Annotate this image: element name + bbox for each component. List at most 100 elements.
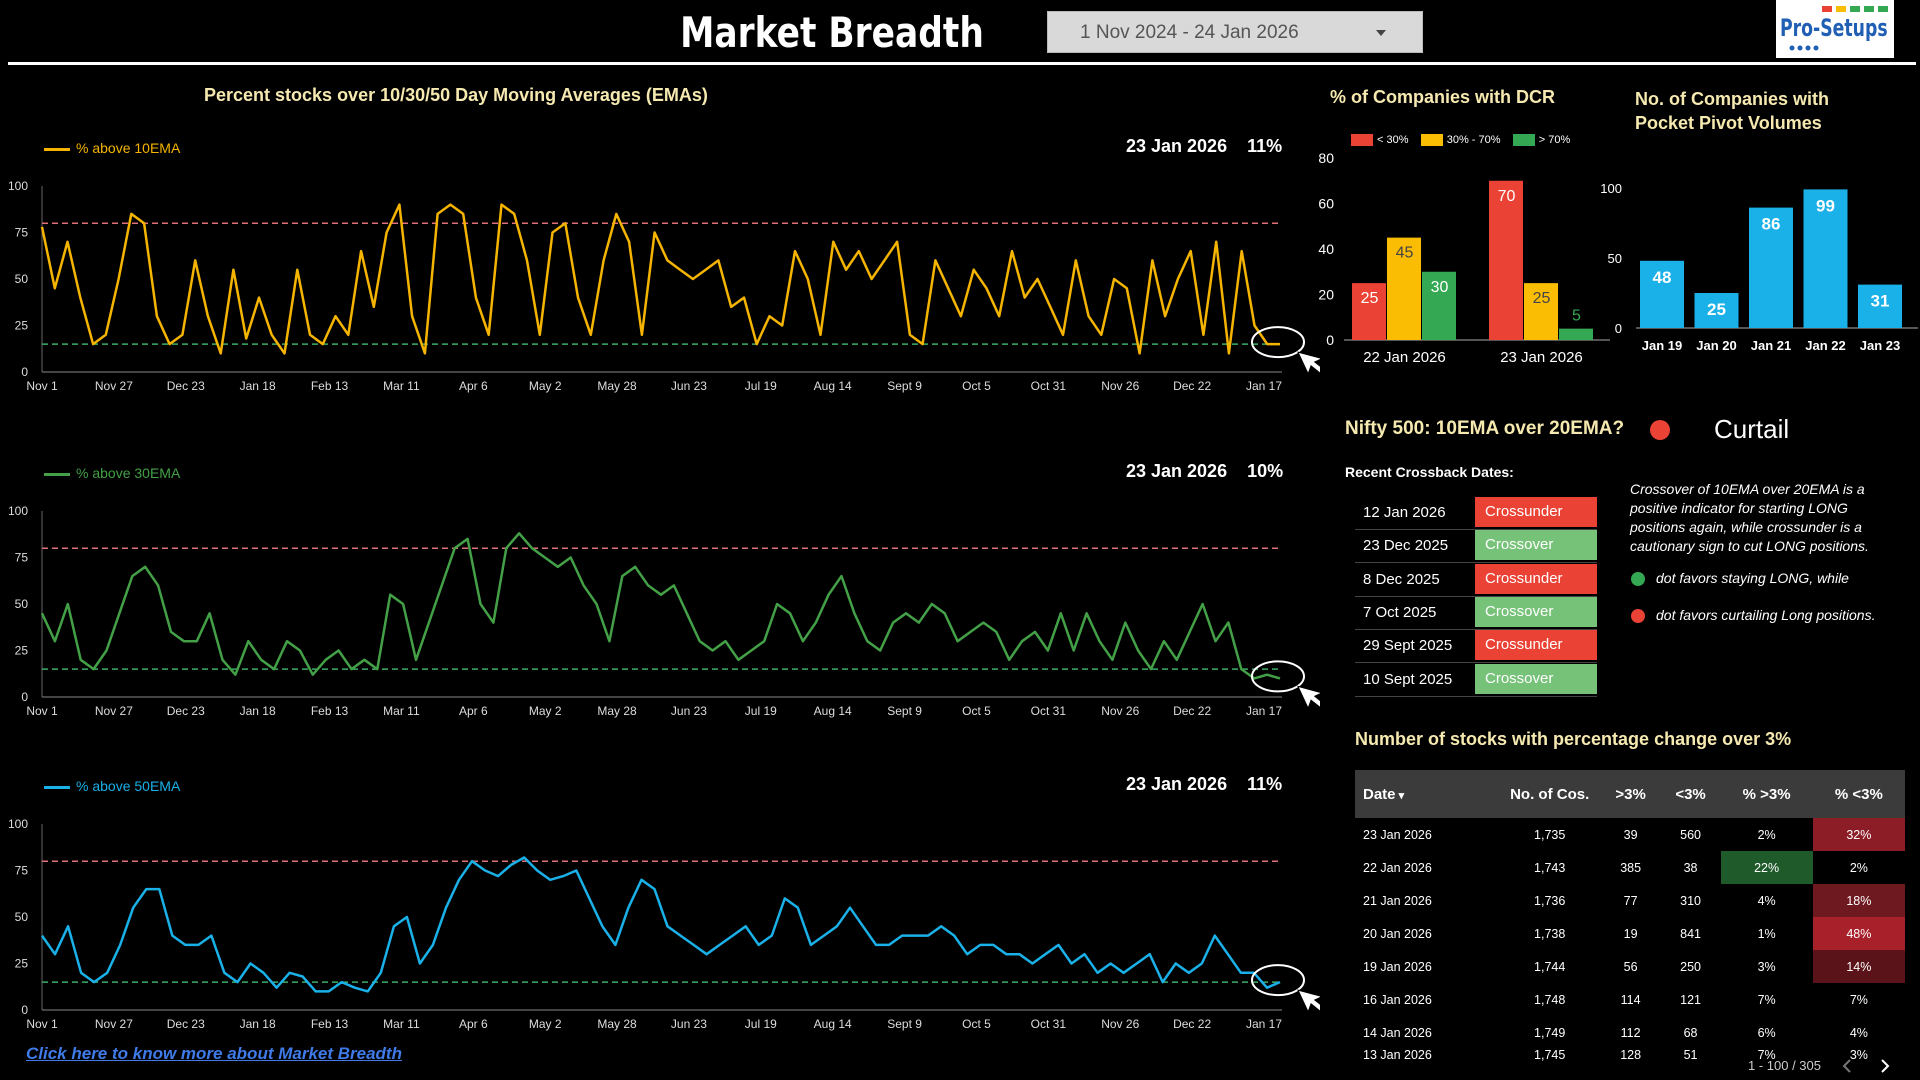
x-tick-label: Dec 22 bbox=[1173, 1017, 1211, 1031]
table-cell: 18% bbox=[1812, 884, 1905, 917]
table-cell: 20 Jan 2026 bbox=[1363, 926, 1432, 941]
pocket-data-label: 48 bbox=[1653, 268, 1672, 287]
legend-swatch-red bbox=[1351, 134, 1373, 147]
x-tick-label: Dec 23 bbox=[167, 704, 205, 718]
x-tick-label: Nov 27 bbox=[95, 379, 133, 393]
legend-label: % above 10EMA bbox=[76, 140, 181, 156]
pocket-bar bbox=[1694, 293, 1739, 328]
pocket-title: No. of Companies with Pocket Pivot Volum… bbox=[1635, 89, 1830, 133]
market-breadth-info-link[interactable]: Click here to know more about Market Bre… bbox=[26, 1044, 402, 1063]
logo-bars-icon bbox=[1822, 6, 1888, 12]
chart-ema30: 0 25 50 75 100 Nov 1 Nov 27 Dec 23 Jan 18 Feb 13 M… bbox=[8, 504, 1320, 718]
last-value-ema30: 23 Jan 2026 10% bbox=[1126, 461, 1283, 482]
next-page-icon[interactable] bbox=[1878, 1058, 1892, 1074]
y-tick-label: 0 bbox=[21, 690, 28, 704]
ema-section-title: Percent stocks over 10/30/50 Day Moving … bbox=[204, 85, 708, 105]
y-tick-label: 25 bbox=[15, 957, 29, 971]
y-tick-label: 25 bbox=[15, 319, 29, 333]
legend-ema30: % above 30EMA bbox=[44, 465, 180, 481]
x-tick-label: Feb 13 bbox=[311, 704, 349, 718]
prev-page-icon[interactable] bbox=[1840, 1058, 1854, 1074]
y-tick-label: 100 bbox=[1600, 181, 1622, 196]
table-cell: 1% bbox=[1757, 926, 1776, 941]
table-cell: 77 bbox=[1623, 893, 1638, 908]
x-tick-label: May 2 bbox=[529, 1017, 562, 1031]
pct-change-table: Date ▾ No. of Cos. >3% <3% % >3% % <3% 23 Jan… bbox=[1355, 770, 1905, 1065]
green-dot-note: dot favors staying LONG, while bbox=[1656, 570, 1849, 586]
cursor-arrow-icon bbox=[1297, 989, 1320, 1014]
dcr-bar bbox=[1387, 237, 1421, 340]
table-cell: 51 bbox=[1683, 1049, 1698, 1062]
x-tick-label: 23 Jan 2026 bbox=[1500, 349, 1583, 366]
table-row: 13 Jan 2026 1,745 128 51 7% 3% bbox=[1355, 1049, 1905, 1065]
x-tick-label: Nov 26 bbox=[1101, 379, 1139, 393]
dcr-data-label: 45 bbox=[1396, 245, 1414, 262]
last-date: 23 Jan 2026 bbox=[1126, 136, 1228, 156]
crossback-date: 12 Jan 2026 bbox=[1363, 504, 1446, 521]
column-header: No. of Cos. bbox=[1498, 770, 1601, 818]
table-cell: 121 bbox=[1680, 992, 1701, 1007]
pct-table-title: Number of stocks with percentage change … bbox=[1355, 729, 1792, 749]
dcr-legend: < 30% 30% - 70% > 70% bbox=[1351, 134, 1570, 147]
y-tick-label: 50 bbox=[15, 910, 29, 924]
crossback-date: 7 Oct 2025 bbox=[1363, 603, 1437, 621]
column-header-label: % >3% bbox=[1742, 785, 1791, 803]
table-cell: 48% bbox=[1812, 917, 1905, 950]
x-tick-label: Jan 19 bbox=[1642, 338, 1682, 353]
x-tick-label: Sept 9 bbox=[887, 1017, 922, 1031]
column-header-label: No. of Cos. bbox=[1510, 785, 1590, 803]
crossover-note: Crossover of 10EMA over 20EMA is a posit… bbox=[1630, 481, 1869, 554]
column-header: % >3% bbox=[1720, 770, 1813, 818]
pagination-label: 1 - 100 / 305 bbox=[1748, 1058, 1821, 1073]
column-header: <3% bbox=[1660, 770, 1721, 818]
table-row: 14 Jan 2026 1,749 112 68 6% 4% bbox=[1355, 1016, 1905, 1049]
y-tick-label: 0 bbox=[1615, 321, 1622, 336]
x-tick-label: Dec 22 bbox=[1173, 379, 1211, 393]
crossback-type: Crossunder bbox=[1475, 563, 1597, 594]
table-cell: 112 bbox=[1620, 1025, 1641, 1040]
column-header[interactable]: Date ▾ bbox=[1355, 770, 1499, 818]
table-cell: 4% bbox=[1849, 1025, 1868, 1040]
dcr-data-label: 25 bbox=[1533, 290, 1551, 307]
x-tick-label: Jan 20 bbox=[1696, 338, 1736, 353]
crossback-type: Crossover bbox=[1475, 663, 1597, 694]
table-cell: 250 bbox=[1680, 959, 1701, 974]
table-cell: 114 bbox=[1620, 992, 1641, 1007]
pocket-bar bbox=[1749, 207, 1793, 328]
x-tick-label: Aug 14 bbox=[814, 1017, 852, 1031]
last-value-ema50: 23 Jan 2026 11% bbox=[1126, 774, 1282, 795]
table-cell: 23 Jan 2026 bbox=[1363, 827, 1432, 842]
x-tick-label: Jun 23 bbox=[671, 379, 707, 393]
x-tick-label: Dec 23 bbox=[167, 1017, 205, 1031]
red-dot-icon bbox=[1631, 609, 1645, 623]
x-tick-label: Apr 6 bbox=[459, 1017, 488, 1031]
dcr-title: % of Companies with DCR bbox=[1330, 87, 1556, 107]
nifty-status: Curtail bbox=[1714, 414, 1790, 444]
x-tick-label: Jul 19 bbox=[745, 1017, 777, 1031]
dcr-chart: 0 20 40 60 80 25 45 30 22 Jan 2026 70 25 5 23 Jan 20… bbox=[1318, 150, 1610, 366]
sort-arrow-icon[interactable]: ▾ bbox=[1395, 789, 1405, 802]
x-tick-label: Jun 23 bbox=[671, 1017, 707, 1031]
legend-label: < 30% bbox=[1377, 134, 1409, 146]
series-line-ema50 bbox=[40, 856, 1281, 993]
date-range-selector[interactable]: 1 Nov 2024 - 24 Jan 2026 bbox=[1047, 11, 1423, 53]
legend-swatch-green bbox=[1512, 134, 1535, 147]
red-status-dot-icon bbox=[1650, 420, 1670, 440]
pro-setups-logo: Pro-Setups bbox=[1776, 0, 1894, 58]
dcr-data-label: 70 bbox=[1498, 188, 1516, 205]
cursor-arrow-icon bbox=[1297, 351, 1320, 376]
table-cell: 1,738 bbox=[1534, 926, 1566, 941]
x-tick-label: Jan 17 bbox=[1246, 704, 1282, 718]
table-row: 23 Jan 2026 1,735 39 560 2% 32% bbox=[1355, 818, 1905, 851]
crossback-row: 7 Oct 2025 Crossover bbox=[1355, 596, 1597, 630]
pocket-data-label: 31 bbox=[1871, 292, 1890, 311]
table-cell: 39 bbox=[1623, 827, 1638, 842]
y-tick-label: 40 bbox=[1318, 241, 1334, 257]
highlight-ellipse bbox=[1251, 660, 1305, 693]
crossback-date: 10 Sept 2025 bbox=[1363, 670, 1453, 688]
highlight-ellipse bbox=[1251, 326, 1305, 359]
column-header-label: Date bbox=[1363, 785, 1396, 803]
dcr-data-label: 25 bbox=[1361, 290, 1379, 307]
x-tick-label: Oct 5 bbox=[962, 379, 991, 393]
pocket-bar bbox=[1803, 189, 1848, 328]
